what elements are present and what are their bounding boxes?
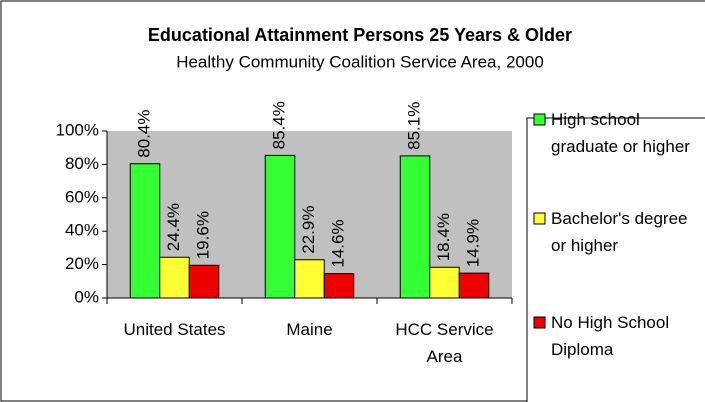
- value-label: 24.4%: [164, 203, 183, 251]
- legend-label: High school graduate or higher: [551, 110, 690, 156]
- bar: [429, 266, 460, 299]
- bar: [264, 154, 296, 299]
- bar: [159, 256, 190, 299]
- value-label: 80.4%: [134, 110, 153, 158]
- legend-label: Bachelor's degree or higher: [551, 209, 688, 255]
- chart-subtitle: Healthy Community Coalition Service Area…: [176, 52, 544, 71]
- y-tick-label: 0%: [74, 287, 99, 306]
- bar: [294, 259, 325, 299]
- y-tick-label: 80%: [65, 154, 99, 173]
- bar: [188, 264, 220, 299]
- chart-title: Educational Attainment Persons 25 Years …: [148, 25, 572, 45]
- y-tick-label: 100%: [56, 120, 99, 139]
- value-label: 14.9%: [463, 219, 482, 267]
- y-tick-label: 60%: [65, 187, 99, 206]
- value-label: 19.6%: [193, 211, 212, 259]
- value-label: 14.6%: [328, 219, 347, 267]
- bar: [129, 163, 161, 299]
- legend-swatch: [533, 113, 546, 126]
- legend-box: [526, 117, 705, 402]
- bar: [399, 155, 431, 299]
- legend-swatch: [533, 316, 546, 329]
- value-label: 85.4%: [269, 101, 288, 149]
- x-tick-label: HCC Service Area: [395, 320, 494, 366]
- y-tick-label: 20%: [65, 254, 99, 273]
- value-label: 22.9%: [299, 206, 318, 254]
- bar: [458, 272, 490, 299]
- value-label: 18.4%: [434, 213, 453, 261]
- value-label: 85.1%: [404, 102, 423, 150]
- legend-label: No High School Diploma: [551, 313, 670, 359]
- bar: [323, 273, 355, 299]
- legend-swatch: [533, 212, 546, 225]
- x-tick-label: United States: [123, 320, 226, 339]
- x-tick-label: Maine: [286, 320, 333, 339]
- y-tick-label: 40%: [65, 221, 99, 240]
